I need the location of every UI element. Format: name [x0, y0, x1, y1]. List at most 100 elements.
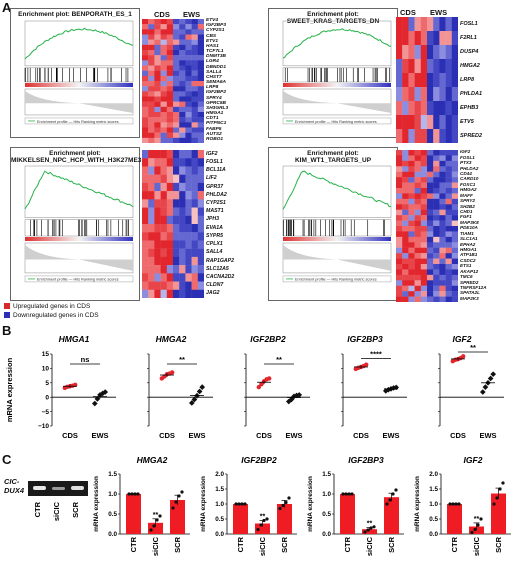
heatmap-cell	[408, 231, 415, 238]
heatmap-cell	[420, 171, 428, 178]
heatmap-cell	[197, 65, 204, 71]
heatmap-cell	[408, 73, 415, 88]
heatmap-cell	[402, 264, 409, 270]
heatmap-cell	[433, 31, 440, 46]
heatmap-cell	[185, 273, 192, 282]
heatmap-cell	[402, 166, 409, 172]
gene-label: ETS1	[460, 263, 472, 269]
heatmap-cell	[451, 253, 458, 259]
heatmap-cell	[396, 188, 403, 194]
heatmap-1-label-cds: CDS	[154, 10, 170, 19]
x-tick-label: CDS	[450, 431, 466, 440]
heatmap-cell	[185, 117, 192, 123]
heatmap-cell	[142, 273, 149, 282]
gene-label: PTX3	[460, 160, 472, 166]
heatmap-cell	[154, 50, 161, 56]
heatmap-cell	[414, 204, 421, 210]
heatmap-cell	[185, 50, 192, 56]
heatmap-cell	[402, 45, 409, 60]
heatmap-cell	[154, 158, 161, 167]
heatmap-cell	[185, 34, 192, 40]
heatmap-cell	[414, 198, 421, 205]
heatmap-cell	[197, 60, 204, 66]
heatmap-cell	[148, 215, 155, 225]
gene-label: CHD1	[460, 208, 473, 214]
heatmap-cell	[166, 166, 174, 175]
heatmap-cell	[185, 182, 192, 192]
heatmap-cell	[191, 232, 198, 241]
heatmap-cell	[420, 253, 428, 259]
heatmap-cell	[173, 122, 180, 128]
heatmap-cell	[445, 45, 452, 60]
heatmap-2-label-cds: CDS	[400, 8, 416, 17]
heatmap-cell	[427, 115, 434, 130]
data-point	[243, 502, 247, 506]
gene-label: FOSL1	[206, 158, 223, 165]
heatmap-cell	[439, 198, 446, 205]
heatmap-cell	[402, 209, 409, 216]
heatmap-cell	[408, 291, 415, 297]
heatmap-cell	[427, 247, 434, 254]
gene-label: FABP5	[206, 126, 222, 132]
gene-label: FOSL1	[460, 20, 478, 27]
heatmap-cell	[451, 115, 458, 130]
heatmap-cell	[179, 191, 186, 200]
heatmap-cell	[185, 44, 192, 51]
heatmap-cell	[451, 204, 458, 210]
data-point	[287, 496, 291, 500]
heatmap-cell	[179, 117, 186, 123]
gsea-legend-text: Enrichment profile — Hits Ranking metric…	[295, 120, 377, 124]
scatter-chart-igf2bp2: IGF2BP2 CDS EWS **	[244, 334, 310, 440]
heatmap-cell	[185, 232, 192, 241]
heatmap-cell	[420, 31, 428, 46]
heatmap-cell	[191, 106, 198, 113]
heatmap-cell	[396, 87, 403, 102]
significance-label: ns	[81, 355, 90, 364]
heatmap-cell	[427, 242, 434, 248]
heatmap-cell	[445, 150, 452, 156]
hits-frame	[282, 219, 392, 237]
heatmap-cell	[148, 132, 155, 139]
heatmap-cell	[433, 274, 440, 281]
heatmap-cell	[433, 73, 440, 88]
heatmap-cell	[439, 155, 446, 162]
heatmap-cell	[451, 269, 458, 276]
heatmap-cell	[166, 191, 174, 200]
heatmap-cell	[420, 160, 428, 167]
x-tick-label: SCR	[173, 536, 182, 552]
heatmap-cell	[166, 150, 174, 159]
heatmap-cell	[445, 264, 452, 270]
heatmap-cell	[148, 240, 155, 249]
heatmap-cell	[402, 242, 409, 248]
heatmap-cell	[166, 112, 174, 118]
heatmap-cell	[166, 248, 174, 258]
heatmap-cell	[166, 29, 174, 35]
heatmap-cell	[197, 182, 204, 192]
gene-label: SLC1A1	[460, 236, 478, 242]
data-point	[136, 492, 140, 496]
gene-label: ROBO1	[206, 136, 224, 142]
heatmap-cell	[445, 160, 452, 167]
heatmap-cell	[173, 50, 180, 56]
heatmap-cell	[191, 122, 198, 128]
heatmap-cell	[148, 44, 155, 51]
heatmap-cell	[154, 24, 161, 30]
heatmap-cell	[179, 215, 186, 225]
heatmap-cell	[427, 220, 434, 227]
heatmap-cell	[414, 115, 421, 130]
heatmap-cell	[451, 198, 458, 205]
x-tick-label: EWS	[188, 431, 205, 440]
gsea-curve: Enrichment profile — Hits Ranking metric…	[24, 165, 134, 283]
heatmap-cell	[185, 101, 192, 108]
heatmap-cell	[160, 122, 167, 128]
heatmap-cell	[396, 215, 403, 221]
heatmap-cell	[427, 291, 434, 297]
heatmap-cell	[396, 45, 403, 60]
gene-label: SPRED2	[460, 132, 483, 139]
heatmap-cell	[408, 204, 415, 210]
western-gel	[28, 481, 88, 496]
heatmap-cell	[427, 166, 434, 172]
data-point	[284, 500, 288, 505]
gene-label: CACNA2D2	[206, 273, 235, 280]
heatmap-cell	[451, 188, 458, 194]
